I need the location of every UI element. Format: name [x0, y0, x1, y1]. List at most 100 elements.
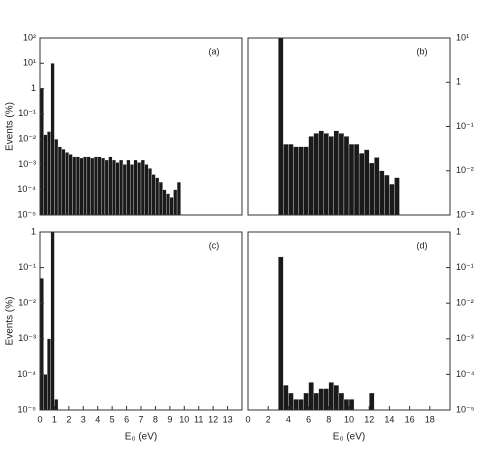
bar: [283, 384, 289, 411]
bar: [303, 146, 309, 216]
bar: [353, 143, 360, 216]
bar: [328, 382, 334, 411]
bar: [323, 388, 329, 411]
bar: [298, 146, 304, 216]
bar: [298, 399, 304, 411]
y-tick-label: 10⁻⁵: [18, 404, 37, 414]
y-tick-label: 10²: [23, 32, 36, 42]
bar: [148, 168, 152, 216]
x-axis-label: E₀ (eV): [333, 432, 366, 443]
x-tick-label: 6: [306, 414, 311, 424]
bar: [374, 157, 380, 216]
y-tick-label: 10⁻²: [18, 134, 36, 144]
y-tick-label: 1: [456, 77, 461, 87]
panel-label: (d): [417, 240, 428, 250]
bar: [83, 156, 88, 216]
bar: [384, 174, 390, 216]
panel-label: (c): [209, 240, 220, 250]
bar: [111, 159, 116, 216]
bar: [328, 136, 334, 216]
bar: [338, 133, 345, 216]
bar: [50, 63, 55, 216]
x-tick-label: 13: [223, 414, 233, 424]
bar: [162, 189, 167, 216]
bar: [173, 189, 178, 216]
x-tick-label: 14: [384, 414, 394, 424]
bar: [43, 374, 48, 411]
bar: [369, 392, 375, 411]
x-tick-label: 4: [286, 414, 291, 424]
panel-label: (a): [209, 46, 220, 56]
bar: [151, 174, 156, 216]
bar: [119, 159, 124, 216]
bar: [303, 392, 309, 411]
bar: [54, 399, 59, 411]
bar: [68, 154, 73, 216]
bar: [278, 256, 284, 411]
bar: [133, 159, 138, 216]
x-tick-label: 7: [138, 414, 143, 424]
bar: [86, 156, 91, 216]
bar: [47, 338, 51, 411]
y-tick-label: 10⁻⁴: [17, 184, 36, 194]
y-tick-label: 10⁻¹: [456, 262, 474, 272]
bar: [176, 181, 181, 216]
bar: [126, 159, 131, 216]
bar: [104, 159, 109, 216]
y-tick-label: 10⁻³: [456, 333, 474, 343]
bar: [394, 177, 400, 216]
bar: [318, 130, 324, 216]
x-tick-label: 6: [124, 414, 129, 424]
x-tick-label: 16: [405, 414, 415, 424]
bar: [308, 136, 314, 216]
y-tick-label: 10⁻⁴: [17, 369, 36, 379]
bar: [65, 152, 70, 216]
bar: [122, 164, 127, 216]
bar: [130, 164, 134, 216]
bar: [140, 159, 145, 216]
y-tick-label: 10¹: [456, 32, 469, 42]
bar: [358, 152, 365, 216]
bar: [343, 136, 350, 216]
frame: [39, 37, 243, 216]
y-tick-label: 10⁻²: [456, 298, 474, 308]
bar: [283, 143, 289, 216]
bar: [144, 164, 149, 216]
bar: [158, 181, 163, 216]
bar: [50, 231, 55, 411]
bar: [308, 382, 314, 411]
bar: [333, 130, 340, 216]
bar: [379, 170, 385, 216]
bar: [288, 143, 294, 216]
y-tick-label: 10⁻⁵: [456, 404, 475, 414]
bar: [323, 133, 329, 216]
bar: [389, 183, 395, 216]
x-tick-label: 4: [95, 414, 100, 424]
x-tick-label: 10: [179, 414, 189, 424]
bar: [115, 162, 120, 216]
bar: [293, 399, 299, 411]
bar: [318, 388, 324, 411]
bar: [343, 399, 350, 411]
x-tick-label: 18: [425, 414, 435, 424]
bar: [101, 157, 106, 216]
frame: [39, 231, 243, 411]
bar: [169, 197, 174, 216]
bar: [288, 392, 294, 411]
bar: [75, 156, 80, 216]
x-tick-label: 8: [153, 414, 158, 424]
bar: [54, 138, 59, 216]
y-tick-label: 1: [31, 226, 36, 236]
x-tick-label: 11: [194, 414, 203, 424]
y-tick-label: 10⁻²: [18, 298, 36, 308]
bar: [97, 156, 102, 216]
x-tick-label: 8: [326, 414, 331, 424]
x-tick-label: 0: [37, 414, 42, 424]
y-tick-label: 1: [31, 83, 36, 93]
bar: [39, 278, 44, 411]
x-tick-label: 12: [364, 414, 374, 424]
bar: [79, 157, 84, 216]
x-tick-label: 3: [81, 414, 86, 424]
bar: [72, 156, 77, 216]
panel-label: (b): [417, 46, 428, 56]
